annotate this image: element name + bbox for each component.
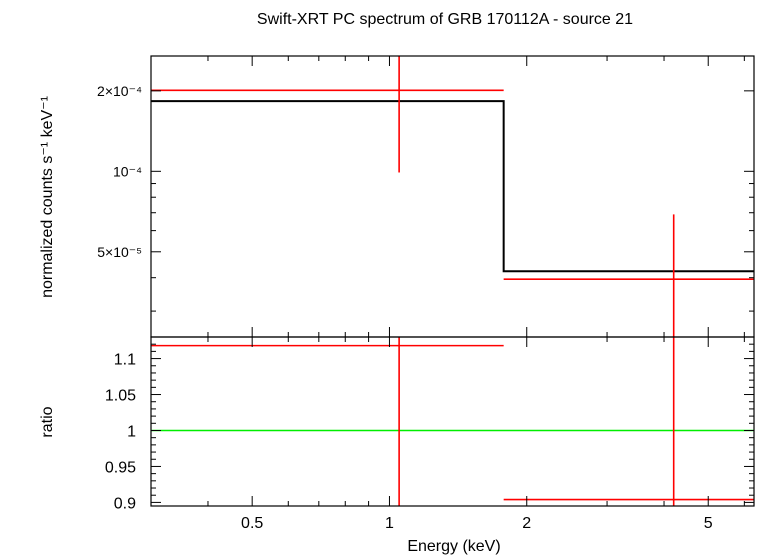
chart-title: Swift-XRT PC spectrum of GRB 170112A - s… [257, 11, 633, 28]
x-tick-label-2: 1 [385, 515, 394, 532]
spectrum-y-tick-label-3: 5×10⁻⁵ [97, 244, 142, 260]
y-axis-label-ratio: ratio [39, 406, 56, 437]
spectrum-y-tick-label-1: 2×10⁻⁴ [97, 83, 142, 99]
model-step-line [151, 100, 754, 273]
ratio-y-tick-label-2: 0.95 [105, 459, 136, 476]
ratio-y-tick-label-1: 0.9 [114, 495, 136, 512]
ratio-y-tick-label-3: 1 [127, 423, 136, 440]
x-axis-label: Energy (keV) [407, 538, 500, 555]
ratio-y-tick-label-4: 1.05 [105, 388, 136, 405]
ratio-y-tick-label-5: 1.1 [114, 352, 136, 369]
x-tick-label-1: 0.5 [241, 515, 263, 532]
ratio-panel-frame [150, 336, 755, 507]
x-tick-label-4: 5 [704, 515, 713, 532]
plot-layer: 0.5 1 2 5 2×10⁻⁴ 10⁻⁴ 5×10⁻⁵ 0.9 0.95 1 1.05 1.1 [97, 55, 755, 532]
y-axis-label-spectrum: normalized counts s⁻¹ keV⁻¹ [39, 96, 56, 298]
spectrum-y-tick-label-2: 10⁻⁴ [113, 163, 142, 179]
spectrum-panel-frame [150, 55, 755, 338]
x-tick-label-3: 2 [522, 515, 531, 532]
